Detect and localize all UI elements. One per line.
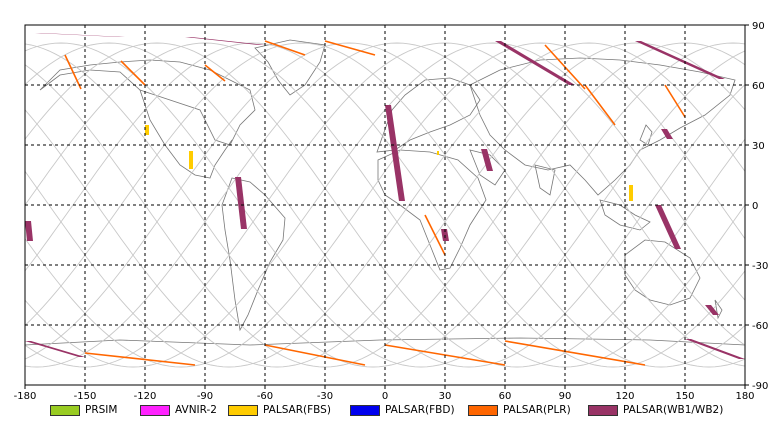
fbs-strip [437,151,439,155]
y-tick-label: 90 [752,21,765,32]
coverage-map: -180 -150 -120 -90 -60 -30 0 30 60 90 120 150 180 90… [14,21,769,400]
y-tick-label: -90 [752,381,768,392]
plr-track [324,40,376,56]
wb-swath [235,177,247,229]
x-tick-label: 0 [382,391,388,400]
legend-swatch [588,404,618,416]
y-tick-label: 0 [752,201,758,212]
plr-track [504,340,646,366]
x-tick-label: 180 [735,391,754,400]
plr-track [120,60,146,86]
legend-label: PALSAR(PLR) [503,404,571,416]
wb-swath [661,129,673,139]
y-tick-label: -60 [752,321,768,332]
palsar-plr-tracks [64,40,686,366]
legend-label: PALSAR(FBD) [385,404,455,416]
wb-swath [655,205,681,249]
legend-swatch [228,404,258,416]
x-tick-label: 150 [675,391,694,400]
x-tick-label: -120 [134,391,157,400]
plr-track [264,40,306,56]
wb-swath [25,221,33,241]
legend-swatch [140,404,170,416]
wb-swath [685,339,745,359]
legend-label: PRSIM [85,404,118,416]
palsar-wb-swaths [25,33,745,359]
plr-track [584,84,616,126]
wb-swath [25,341,85,357]
x-tick-label: 90 [559,391,572,400]
legend-item-prsim: PRSIM [50,402,117,418]
wb-swath [495,41,575,85]
x-tick-label: -60 [257,391,273,400]
legend-item-palsar-fbs: PALSAR(FBS) [228,402,331,418]
wb-swath [385,105,405,201]
fbs-strip [629,185,633,201]
wb-swath [481,149,493,171]
legend-swatch [350,404,380,416]
wb-swath [635,41,725,79]
fbs-strip [145,125,149,135]
x-tick-label: -180 [14,391,37,400]
plr-track [84,352,196,366]
legend-item-palsar-fbd: PALSAR(FBD) [350,402,455,418]
legend-item-palsar-wb: PALSAR(WB1/WB2) [588,402,723,418]
legend-label: PALSAR(FBS) [263,404,331,416]
legend-swatch [50,404,80,416]
x-tick-label: 120 [615,391,634,400]
palsar-fbs-strips [145,125,633,201]
plr-track [424,214,446,256]
plr-track [264,344,366,366]
legend-item-avnir2: AVNIR-2 [140,402,217,418]
y-tick-label: 30 [752,141,765,152]
x-tick-label: 30 [439,391,452,400]
legend-label: PALSAR(WB1/WB2) [623,404,724,416]
legend-label: AVNIR-2 [175,404,217,416]
graticule-grid [25,25,745,385]
plr-track [204,64,226,82]
y-tick-label: -30 [752,261,768,272]
y-tick-label: 60 [752,81,765,92]
wb-swath [705,305,719,315]
plr-track [64,54,82,90]
x-tick-label: -30 [317,391,333,400]
legend-swatch [468,404,498,416]
fbs-strip [189,151,193,169]
wb-swath [35,33,125,37]
legend-item-palsar-plr: PALSAR(PLR) [468,402,571,418]
legend: PRSIM AVNIR-2 PALSAR(FBS) PALSAR(FBD) PA… [0,402,770,422]
x-tick-labels: -180 -150 -120 -90 -60 -30 0 30 60 90 120 150 180 [14,385,755,400]
y-tick-labels: 90 60 30 0 -30 -60 -90 [745,21,768,392]
x-tick-label: -150 [74,391,97,400]
x-tick-label: -90 [197,391,213,400]
plr-track [664,84,686,118]
x-tick-label: 60 [499,391,512,400]
